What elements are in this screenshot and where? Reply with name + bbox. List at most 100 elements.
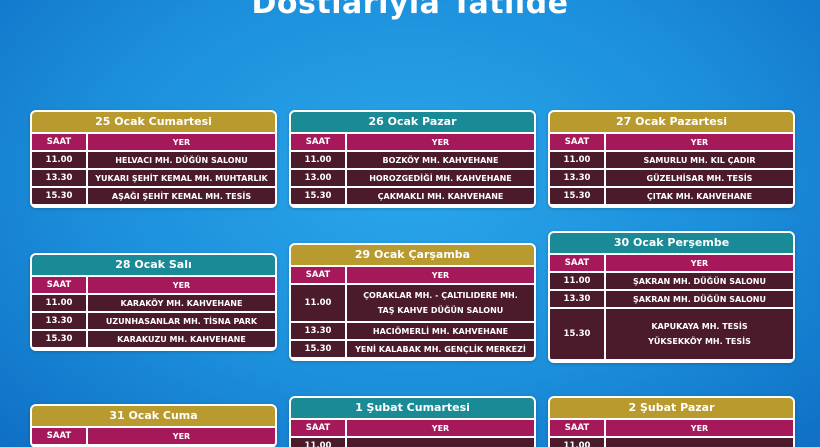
schedule-row: 11.00 KARAKÖY MH. KAHVEHANE (32, 295, 275, 311)
column-header: SAAT YER (291, 134, 534, 150)
place-cell (606, 438, 793, 447)
column-label: YER (347, 267, 534, 283)
column-header: SAAT YER (291, 267, 534, 283)
time: 13.30 (291, 323, 345, 339)
place: ÇORAKLAR MH. - ÇALTILIDERE MH. TAŞ KAHVE… (347, 285, 534, 321)
schedule-row: 15.30 AŞAĞI ŞEHİT KEMAL MH. TESİS (32, 188, 275, 204)
place: HACIÖMERLİ MH. KAHVEHANE (347, 323, 534, 339)
column-header: SAAT YER (32, 134, 275, 150)
column-header: SAAT YER (550, 134, 793, 150)
card-title: 1 Şubat Cumartesi (291, 398, 534, 418)
card-title: 29 Ocak Çarşamba (291, 245, 534, 265)
schedule-row: 11.00 BOZKÖY MH. KAHVEHANE (291, 152, 534, 168)
schedule-card: 28 Ocak Salı SAAT YER 11.00 KARAKÖY MH. KAHV… (30, 253, 277, 351)
column-label: SAAT (291, 134, 345, 150)
column-header: SAAT YER (32, 277, 275, 293)
column-label: SAAT (32, 428, 86, 444)
time: 11.00 (291, 438, 345, 447)
card-title: 28 Ocak Salı (32, 255, 275, 275)
schedule-card: 25 Ocak Cumartesi SAAT YER 11.00 HELVACI MH.… (30, 110, 277, 208)
place: KAPUKAYA MH. TESİS YÜKSEKKÖY MH. TESİS (606, 309, 793, 359)
time: 13.30 (550, 291, 604, 307)
column-label: SAAT (550, 255, 604, 271)
schedule-card: 30 Ocak Perşembe SAAT YER 11.00 ŞAKRAN MH. D… (548, 231, 795, 363)
time: 11.00 (291, 285, 345, 321)
card-title: 30 Ocak Perşembe (550, 233, 793, 253)
schedule-row: 15.30 KAPUKAYA MH. TESİS YÜKSEKKÖY MH. TE… (550, 309, 793, 359)
title: Dostlarıyla Tatilde (251, 0, 569, 21)
schedule-row: 15.30 YENİ KALABAK MH. GENÇLİK MERKEZİ (291, 341, 534, 357)
column-label: YER (88, 134, 275, 150)
schedule-row: 15.30 ÇAKMAKLI MH. KAHVEHANE (291, 188, 534, 204)
column-header: SAAT YER (550, 420, 793, 436)
schedule-row: 13.30 GÜZELHİSAR MH. TESİS (550, 170, 793, 186)
time: 11.00 (550, 152, 604, 168)
place: SAMURLU MH. KIL ÇADIR (606, 152, 793, 168)
column-label: SAAT (291, 267, 345, 283)
place: ŞAKRAN MH. DÜĞÜN SALONU (606, 291, 793, 307)
column-label: SAAT (550, 420, 604, 436)
schedule-row: 13.30 ŞAKRAN MH. DÜĞÜN SALONU (550, 291, 793, 307)
schedule-row: 11.00 SAMURLU MH. KIL ÇADIR (550, 152, 793, 168)
time: 15.30 (32, 331, 86, 347)
place: ÇAKMAKLI MH. KAHVEHANE (347, 188, 534, 204)
column-header: SAAT YER (32, 428, 275, 444)
place: KARAKUZU MH. KAHVEHANE (88, 331, 275, 347)
place: KARAKÖY MH. KAHVEHANE (88, 295, 275, 311)
schedule-row: 11.00 (550, 438, 793, 447)
schedule-card: 26 Ocak Pazar SAAT YER 11.00 BOZKÖY MH. KAHV… (289, 110, 536, 208)
time: 13.30 (550, 170, 604, 186)
place: BOZKÖY MH. KAHVEHANE (347, 152, 534, 168)
time: 13.30 (32, 313, 86, 329)
place: UZUNHASANLAR MH. TİSNA PARK (88, 313, 275, 329)
place: GÜZELHİSAR MH. TESİS (606, 170, 793, 186)
column-label: SAAT (291, 420, 345, 436)
time: 11.00 (550, 438, 604, 447)
schedule-row: 11.00 ÇORAKLAR MH. - ÇALTILIDERE MH. TAŞ … (291, 285, 534, 321)
time: 11.00 (32, 295, 86, 311)
schedule-row: 13.00 HOROZGEDİĞİ MH. KAHVEHANE (291, 170, 534, 186)
time: 13.00 (291, 170, 345, 186)
place: HOROZGEDİĞİ MH. KAHVEHANE (347, 170, 534, 186)
time: 13.30 (32, 170, 86, 186)
place-cell (347, 438, 534, 447)
place: YENİ KALABAK MH. GENÇLİK MERKEZİ (347, 341, 534, 357)
schedule-card: 29 Ocak Çarşamba SAAT YER 11.00 ÇORAKLAR MH.… (289, 243, 536, 361)
place: YUKARI ŞEHİT KEMAL MH. MUHTARLIK (88, 170, 275, 186)
column-label: YER (347, 134, 534, 150)
place: ŞAKRAN MH. DÜĞÜN SALONU (606, 273, 793, 289)
card-title: 25 Ocak Cumartesi (32, 112, 275, 132)
schedule-card: 27 Ocak Pazartesi SAAT YER 11.00 SAMURLU MH.… (548, 110, 795, 208)
column-label: YER (88, 428, 275, 444)
place: AŞAĞI ŞEHİT KEMAL MH. TESİS (88, 188, 275, 204)
place: HELVACI MH. DÜĞÜN SALONU (88, 152, 275, 168)
schedule-row: 11.00 (291, 438, 534, 447)
card-title: 27 Ocak Pazartesi (550, 112, 793, 132)
time: 15.30 (291, 341, 345, 357)
time: 11.00 (32, 152, 86, 168)
schedule-row: 15.30 KARAKUZU MH. KAHVEHANE (32, 331, 275, 347)
schedule-row: 13.30 UZUNHASANLAR MH. TİSNA PARK (32, 313, 275, 329)
column-label: YER (88, 277, 275, 293)
place: ÇITAK MH. KAHVEHANE (606, 188, 793, 204)
schedule-row: 11.00 ŞAKRAN MH. DÜĞÜN SALONU (550, 273, 793, 289)
column-label: YER (606, 255, 793, 271)
time: 15.30 (550, 309, 604, 359)
time: 15.30 (550, 188, 604, 204)
column-label: YER (606, 134, 793, 150)
card-title: 2 Şubat Pazar (550, 398, 793, 418)
schedule-row: 15.30 ÇITAK MH. KAHVEHANE (550, 188, 793, 204)
time: 11.00 (550, 273, 604, 289)
column-label: YER (347, 420, 534, 436)
column-header: SAAT YER (550, 255, 793, 271)
card-title: 26 Ocak Pazar (291, 112, 534, 132)
schedule-card: 2 Şubat Pazar SAAT YER 11.00 (548, 396, 795, 447)
column-label: SAAT (32, 277, 86, 293)
schedule-card: 31 Ocak Cuma SAAT YER (30, 404, 277, 447)
time: 11.00 (291, 152, 345, 168)
column-label: SAAT (32, 134, 86, 150)
column-label: YER (606, 420, 793, 436)
column-header: SAAT YER (291, 420, 534, 436)
card-title: 31 Ocak Cuma (32, 406, 275, 426)
